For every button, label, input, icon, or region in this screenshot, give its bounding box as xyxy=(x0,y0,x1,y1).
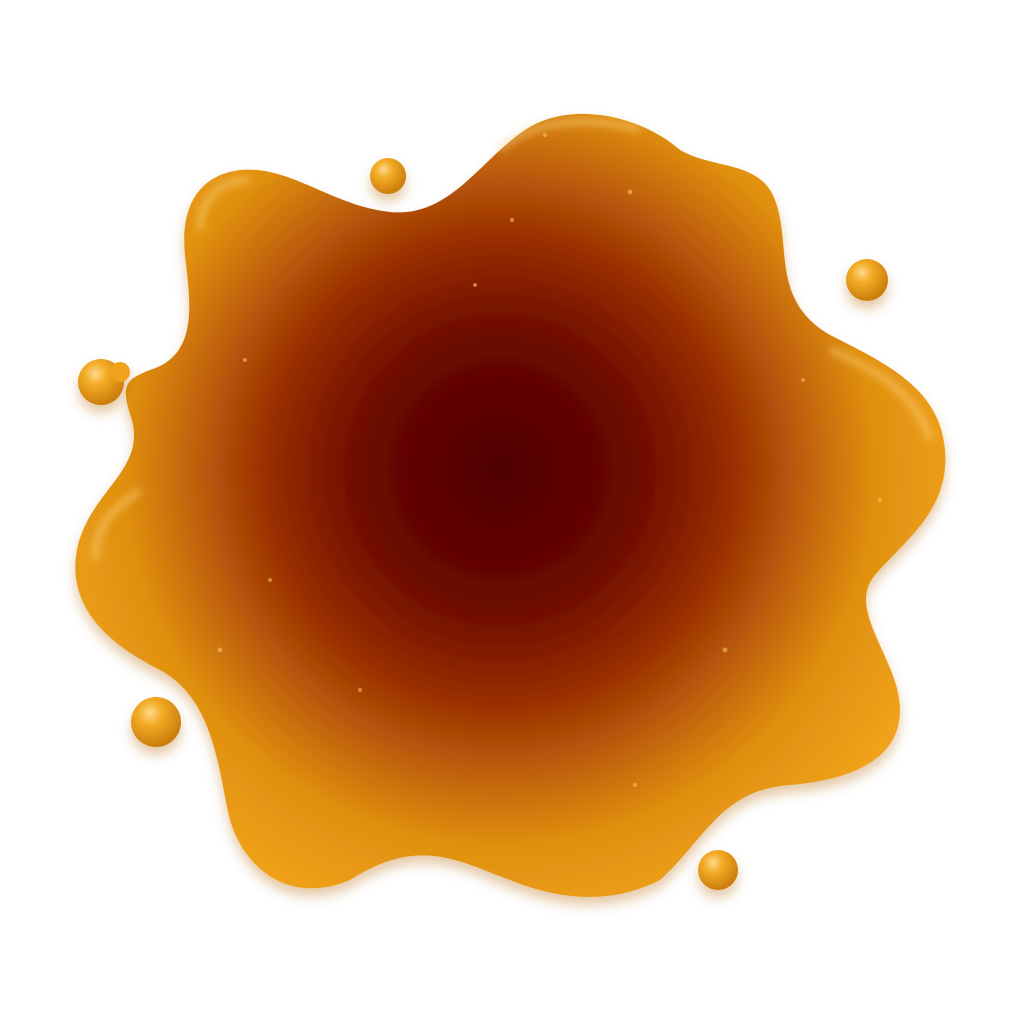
droplet xyxy=(370,158,406,194)
droplet xyxy=(846,259,888,301)
syrup-droplets xyxy=(78,158,888,890)
droplet xyxy=(131,697,181,747)
droplet xyxy=(110,362,130,382)
surface-speckles xyxy=(217,133,882,787)
puddle-rim-highlight xyxy=(92,118,933,561)
syrup-puddle xyxy=(75,113,946,897)
droplet xyxy=(698,850,738,890)
